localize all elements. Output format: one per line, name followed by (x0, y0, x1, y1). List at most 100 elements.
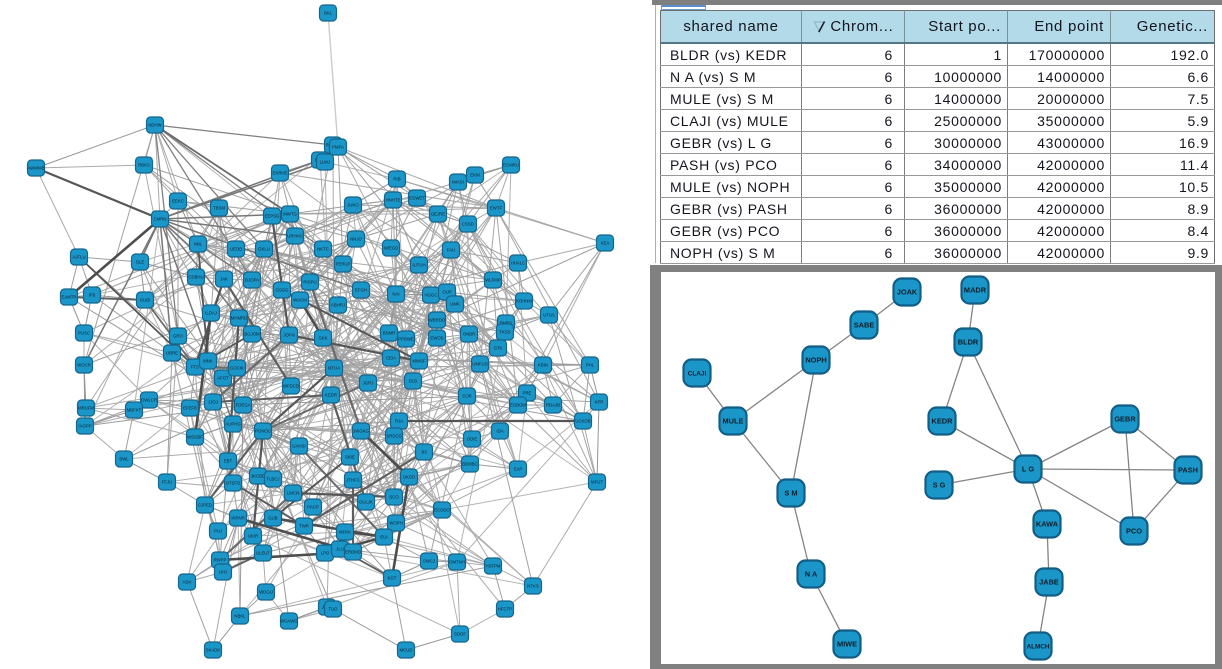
svg-text:PUJ: PUJ (214, 529, 222, 534)
svg-text:HSFPM: HSFPM (485, 564, 500, 569)
svg-text:ADA: ADA (183, 580, 192, 585)
svg-text:BLDR: BLDR (958, 338, 979, 347)
svg-text:PHL: PHL (586, 363, 595, 368)
svg-text:URHHC: URHHC (287, 234, 303, 239)
svg-text:JIS: JIS (421, 450, 427, 455)
svg-text:EWOS: EWOS (430, 336, 443, 341)
svg-text:IAOPP: IAOPP (78, 424, 91, 429)
svg-text:UTUS: UTUS (543, 313, 555, 318)
svg-text:ECMRU: ECMRU (503, 163, 519, 168)
svg-text:EFGH: EFGH (355, 288, 367, 293)
svg-text:EGBOM: EGBOM (510, 403, 526, 408)
svg-text:GKLU: GKLU (258, 247, 270, 252)
svg-text:CLAJI: CLAJI (688, 371, 707, 378)
svg-text:UTSFO: UTSFO (226, 481, 241, 486)
svg-text:MULE: MULE (723, 417, 744, 426)
svg-text:JABE: JABE (1039, 578, 1059, 587)
svg-text:JTHFC: JTHFC (346, 478, 360, 483)
svg-text:OWLCR: OWLCR (141, 398, 157, 403)
svg-text:WBRDO: WBRDO (429, 318, 446, 323)
svg-text:NOPH: NOPH (805, 356, 826, 365)
svg-text:GSGG: GSGG (276, 288, 290, 293)
svg-text:AUPHG: AUPHG (225, 422, 241, 427)
svg-text:GRO: GRO (173, 334, 183, 339)
svg-text:PASH: PASH (1178, 466, 1198, 475)
svg-text:NNJO: NNJO (350, 237, 362, 242)
svg-text:ALMCH: ALMCH (1026, 644, 1049, 651)
svg-text:JAK: JAK (220, 277, 228, 282)
svg-text:BGJOM: BGJOM (244, 332, 260, 337)
svg-text:MTUA: MTUA (328, 366, 340, 371)
svg-text:SRDGS: SRDGS (386, 434, 401, 439)
svg-text:COR: COR (462, 394, 472, 399)
svg-text:WSGBF: WSGBF (187, 435, 203, 440)
svg-text:JGRJ: JGRJ (363, 381, 374, 386)
svg-text:UAHSI: UAHSI (292, 444, 305, 449)
svg-text:DJOPA: DJOPA (245, 278, 259, 283)
svg-text:UMK: UMK (450, 302, 460, 307)
svg-text:SABE: SABE (854, 321, 875, 330)
svg-text:ILDAJ: ILDAJ (205, 311, 217, 316)
svg-text:CJPED: CJPED (198, 503, 212, 508)
svg-text:RISPU: RISPU (303, 280, 316, 285)
svg-text:S G: S G (933, 481, 946, 490)
svg-text:JOFN: JOFN (283, 333, 294, 338)
svg-text:EKRHE: EKRHE (273, 171, 288, 176)
svg-text:FFJU: FFJU (162, 480, 173, 485)
svg-text:EAMTR: EAMTR (61, 295, 76, 300)
svg-text:TKSS: TKSS (499, 330, 510, 335)
svg-text:HGGC: HGGC (425, 293, 438, 298)
svg-text:S M: S M (784, 489, 797, 498)
svg-text:SDOF: SDOF (454, 632, 466, 637)
svg-text:LLWJ: LLWJ (320, 160, 331, 165)
svg-text:MNK: MNK (203, 359, 213, 364)
svg-text:UBRE: UBRE (166, 351, 178, 356)
svg-text:BDMBC: BDMBC (462, 462, 478, 467)
svg-text:GTK: GTK (494, 346, 503, 351)
svg-text:EEPSG: EEPSG (265, 214, 280, 219)
svg-text:OULJK: OULJK (359, 500, 373, 505)
svg-text:CDBHU: CDBHU (188, 275, 203, 280)
svg-text:WOPH: WOPH (389, 521, 402, 526)
svg-text:OMTNH: OMTNH (449, 560, 465, 565)
svg-text:TWR: TWR (299, 524, 309, 529)
svg-text:UCKOB: UCKOB (575, 419, 590, 424)
svg-text:ONBR: ONBR (463, 332, 475, 337)
svg-text:KBIN: KBIN (538, 363, 548, 368)
svg-text:RJA: RJA (395, 419, 403, 424)
svg-text:N A: N A (805, 570, 818, 579)
svg-text:CMRN: CMRN (154, 217, 167, 222)
svg-text:RBKS: RBKS (138, 163, 150, 168)
svg-text:WOCR: WOCR (77, 363, 91, 368)
svg-text:KPR: KPR (595, 400, 604, 405)
svg-text:BWL: BWL (119, 457, 129, 462)
svg-text:FAU: FAU (447, 248, 455, 253)
svg-text:MFKK: MFKK (339, 530, 351, 535)
svg-text:PCO: PCO (1126, 527, 1142, 536)
svg-text:TLBCJ: TLBCJ (266, 477, 279, 482)
svg-text:MRUFM: MRUFM (78, 406, 94, 411)
svg-text:KEDR: KEDR (932, 417, 954, 426)
svg-text:AJFLU: AJFLU (72, 255, 85, 260)
svg-text:GEBR: GEBR (1114, 415, 1136, 424)
svg-text:ECODO: ECODO (434, 508, 450, 513)
svg-text:ABHRJ: ABHRJ (331, 303, 345, 308)
svg-text:PERUP: PERUP (336, 262, 351, 267)
svg-text:NTKS: NTKS (527, 584, 539, 589)
svg-text:SKADK: SKADK (206, 648, 221, 653)
svg-text:UMFUD: UMFUD (472, 362, 488, 367)
svg-text:IMASI: IMASI (452, 180, 464, 185)
svg-text:JKCBD: JKCBD (251, 474, 265, 479)
svg-text:MHMRD: MHMRD (231, 316, 247, 321)
svg-text:PONOC: PONOC (255, 429, 271, 434)
svg-text:RWPP: RWPP (214, 558, 227, 563)
svg-text:WDGU: WDGU (259, 590, 273, 595)
svg-text:LPO: LPO (321, 551, 330, 556)
svg-text:BKL: BKL (324, 11, 333, 16)
svg-text:KEDR: KEDR (325, 393, 337, 398)
svg-text:KOHNM: KOHNM (516, 299, 532, 304)
svg-text:MIWE: MIWE (837, 640, 857, 649)
svg-text:WGAWG: WGAWG (280, 619, 298, 624)
svg-text:CSSD: CSSD (462, 222, 474, 227)
svg-text:DLB: DLB (409, 379, 417, 384)
